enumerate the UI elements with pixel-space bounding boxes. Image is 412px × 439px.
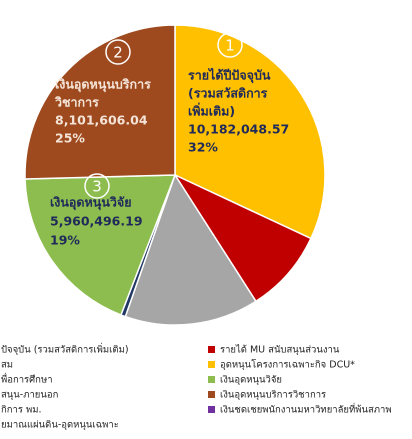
pie-slice [24,24,176,180]
slice-percent-label: 25% [55,131,85,146]
legend-swatch [208,361,215,368]
legend-label: เงินอุดหนุนบริการวิชาการ [220,390,326,401]
pie-slice [172,173,312,303]
slice-marker: 1 [225,37,235,55]
legend-swatch [208,376,215,383]
slice-marker: 2 [113,44,123,62]
legend-swatch [208,391,215,398]
slice-label: วิชาการ [54,95,99,110]
legend-label: เงินอุดหนุนวิจัย [220,375,282,386]
legend-label: ปัจจุบัน (รวมสวัสดิการเพิ่มเติม) [1,343,129,356]
pie-slice [24,174,177,316]
legend-label: เงินชดเชยพนักงานมหาวิทยาลัยที่พ้นสภาพ [220,403,392,416]
slice-value-label: 8,101,606.04 [55,113,148,128]
slice-marker-circle [105,39,131,65]
slice-label: เงินอุดหนุนบริการ [55,77,151,93]
legend-label: สนุน-ภายนอก [1,390,59,401]
slice-label: เพิ่มเติม) [188,103,235,119]
slice-value-label: 5,960,496.19 [50,214,143,229]
legend-label: ยมาณแผ่นดิน-อุดหนุนเฉพาะ [1,420,119,431]
slice-percent-label: 19% [50,233,80,248]
slice-marker-circle [84,173,110,199]
legend-swatch [208,406,215,413]
legend-label: อุดหนุนโครงการเฉพาะกิจ DCU* [220,359,355,371]
legend-label: สม [1,360,13,371]
slice-label: (รวมสวัสดิการ [188,86,268,101]
slice-label: เงินอุดหนุนวิจัย [50,195,132,211]
legend-label: รายได้ MU สนับสนุนส่วนงาน [220,344,340,356]
slice-marker: 3 [92,178,102,196]
pie-slice [124,173,257,326]
legend-label: พื่อการศึกษา [1,373,53,386]
pie-slice [174,24,326,240]
legend-swatch [208,346,215,353]
legend-label: กิการ พม. [1,405,42,416]
slice-value-label: 10,182,048.57 [188,122,289,137]
slice-percent-label: 32% [188,140,218,155]
slice-marker-circle [217,32,243,58]
slice-label: รายได้ปีปัจจุบัน [188,68,271,84]
